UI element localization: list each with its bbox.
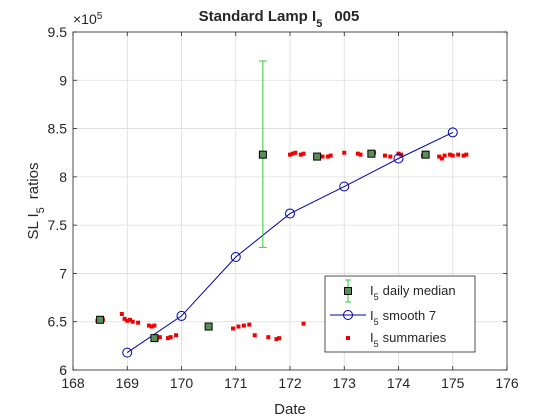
x-tick-label: 170 bbox=[170, 375, 194, 391]
y-tick-label: 6.5 bbox=[48, 314, 68, 330]
data-point-smooth bbox=[447, 127, 458, 138]
data-point-summary bbox=[298, 152, 303, 157]
smooth-line bbox=[126, 131, 453, 354]
legend-entry-summaries: I5 summaries bbox=[346, 330, 447, 349]
y-axis-label: SL I5 ratios bbox=[25, 163, 47, 240]
data-point-summary bbox=[437, 154, 442, 159]
data-point-summary bbox=[236, 324, 241, 329]
series-smooth bbox=[122, 127, 458, 358]
series-daily-median bbox=[96, 60, 430, 343]
data-point-summary bbox=[342, 150, 347, 155]
legend-label-smooth: I5 smooth 7 bbox=[370, 308, 436, 327]
data-point-summary bbox=[325, 154, 330, 159]
chart-title-suffix: 005 bbox=[334, 8, 359, 25]
legend-label-daily-median: I5 daily median bbox=[370, 283, 456, 302]
x-axis: 168 169 170 171 172 173 174 175 176 bbox=[61, 32, 519, 391]
legend-entry-smooth: I5 smooth 7 bbox=[330, 308, 436, 327]
y-axis-label-sub: 5 bbox=[35, 207, 47, 213]
data-point-summary bbox=[168, 335, 173, 340]
data-point-summary bbox=[231, 326, 236, 331]
data-point-summary bbox=[119, 311, 124, 316]
data-point-summary bbox=[288, 152, 292, 157]
data-point-summary bbox=[274, 337, 279, 342]
data-point-summary bbox=[152, 323, 157, 328]
y-axis-label-suffix: ratios bbox=[25, 163, 42, 200]
x-tick-label: 172 bbox=[278, 375, 302, 391]
data-point-summary bbox=[439, 156, 444, 161]
data-point-summary bbox=[130, 319, 135, 324]
y-tick-label: 8.5 bbox=[48, 121, 68, 137]
y-exponent: ×105 bbox=[73, 11, 103, 28]
x-tick-label: 174 bbox=[387, 375, 411, 391]
data-point-summary bbox=[247, 322, 252, 327]
data-point-median bbox=[313, 152, 322, 161]
data-point-summary bbox=[355, 151, 360, 156]
legend: I5 daily median I5 smooth 7 I5 summaries bbox=[324, 275, 476, 353]
y-tick-label: 7 bbox=[59, 265, 67, 281]
data-point-summary bbox=[122, 316, 127, 321]
data-point-summary bbox=[290, 151, 295, 156]
data-point-smooth bbox=[230, 252, 241, 263]
data-point-summary bbox=[125, 318, 130, 323]
data-point-summary bbox=[174, 333, 179, 338]
y-exponent-power: 5 bbox=[97, 11, 103, 22]
data-point-summary bbox=[241, 323, 246, 328]
legend-label-summaries: I5 summaries bbox=[370, 330, 447, 349]
data-point-summary bbox=[293, 150, 298, 155]
data-point-summary bbox=[165, 336, 170, 341]
y-axis: 6 6.5 7 7.5 8 8.5 9 9.5 bbox=[48, 24, 507, 378]
data-point-summary bbox=[461, 153, 466, 158]
data-point-summary bbox=[301, 151, 306, 156]
x-tick-label: 171 bbox=[224, 375, 248, 391]
data-point-median bbox=[367, 149, 376, 158]
y-exponent-base: ×10 bbox=[73, 11, 97, 27]
data-point-summary bbox=[442, 153, 447, 158]
data-point-summary bbox=[382, 153, 387, 158]
y-axis-label-main: SL I bbox=[25, 213, 42, 239]
data-point-median bbox=[150, 334, 159, 343]
data-point-smooth bbox=[393, 153, 404, 164]
data-point-summary bbox=[358, 152, 363, 157]
legend-entry-daily-median: I5 daily median bbox=[344, 279, 456, 303]
data-point-summary bbox=[328, 153, 333, 158]
y-tick-label: 8 bbox=[59, 169, 67, 185]
x-tick-label: 169 bbox=[116, 375, 140, 391]
data-point-summary bbox=[277, 336, 282, 341]
data-point-median bbox=[204, 322, 213, 331]
data-point-median bbox=[421, 150, 430, 159]
data-point-summary bbox=[127, 317, 132, 322]
data-point-summary bbox=[456, 152, 461, 157]
data-point-summary bbox=[266, 335, 271, 340]
x-axis-label: Date bbox=[274, 401, 306, 418]
data-point-smooth bbox=[176, 310, 187, 321]
data-point-summary bbox=[464, 152, 469, 157]
data-point-smooth bbox=[122, 347, 133, 358]
x-tick-label: 176 bbox=[495, 375, 519, 391]
y-tick-label: 6 bbox=[59, 362, 67, 378]
y-tick-label: 9 bbox=[59, 72, 67, 88]
data-point-smooth bbox=[339, 181, 350, 192]
x-tick-label: 168 bbox=[61, 375, 85, 391]
data-point-median bbox=[258, 150, 267, 159]
x-tick-label: 173 bbox=[333, 375, 357, 391]
data-point-summary bbox=[149, 324, 154, 329]
y-tick-label: 7.5 bbox=[48, 217, 68, 233]
data-point-summary bbox=[252, 333, 257, 338]
x-tick-label: 175 bbox=[441, 375, 465, 391]
data-point-smooth bbox=[285, 208, 295, 219]
y-tick-label: 9.5 bbox=[48, 24, 68, 40]
data-point-summary bbox=[301, 321, 306, 326]
chart-title-sub: 5 bbox=[316, 18, 322, 30]
data-point-median bbox=[96, 315, 105, 324]
data-point-summary bbox=[320, 154, 325, 159]
data-point-summary bbox=[146, 323, 151, 328]
data-point-summary bbox=[157, 335, 162, 340]
data-point-summary bbox=[388, 154, 393, 159]
data-point-summary bbox=[450, 153, 455, 158]
data-point-summary bbox=[448, 152, 453, 157]
chart-title: Standard Lamp I5 005 bbox=[199, 8, 360, 30]
chart-title-main: Standard Lamp I bbox=[199, 8, 317, 25]
data-point-summary bbox=[136, 320, 141, 325]
